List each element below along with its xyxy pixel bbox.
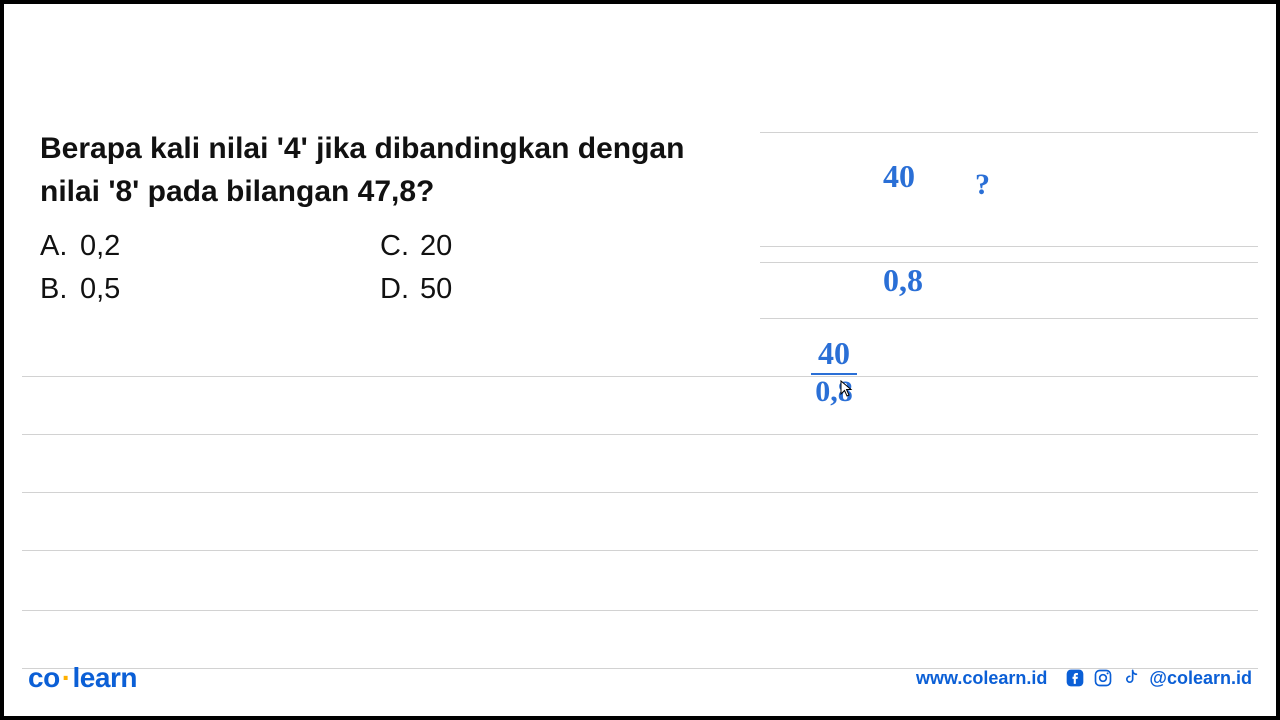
fraction-numerator: 40	[811, 336, 857, 371]
colearn-logo: co·learn	[28, 662, 137, 694]
option-a-value: 0,2	[80, 225, 120, 268]
handwriting-40-top: 40	[883, 158, 915, 195]
option-c-letter: C.	[380, 225, 420, 268]
instagram-icon	[1093, 668, 1113, 688]
option-b-letter: B.	[40, 268, 80, 311]
option-c-value: 20	[420, 225, 452, 268]
mouse-cursor-icon	[840, 380, 854, 398]
logo-part1: co	[28, 662, 60, 693]
social-icons: @colearn.id	[1065, 668, 1252, 689]
option-d-value: 50	[420, 268, 452, 311]
option-b-value: 0,5	[80, 268, 120, 311]
video-frame: Berapa kali nilai '4' jika dibandingkan …	[2, 2, 1278, 718]
facebook-icon	[1065, 668, 1085, 688]
question-text: Berapa kali nilai '4' jika dibandingkan …	[40, 128, 740, 213]
option-a: A. 0,2	[40, 225, 380, 268]
option-a-letter: A.	[40, 225, 80, 268]
footer: co·learn www.colearn.id @colearn.id	[28, 660, 1252, 696]
handwriting-question-mark: ?	[975, 168, 990, 202]
social-handle: @colearn.id	[1149, 668, 1252, 689]
handwriting-08: 0,8	[883, 262, 923, 299]
option-d-letter: D.	[380, 268, 420, 311]
footer-right: www.colearn.id @colearn.id	[916, 668, 1252, 689]
answer-options: A. 0,2 C. 20 B. 0,5 D. 50	[40, 225, 740, 311]
option-b: B. 0,5	[40, 268, 380, 311]
logo-dot: ·	[60, 662, 73, 693]
option-c: C. 20	[380, 225, 452, 268]
option-d: D. 50	[380, 268, 452, 311]
logo-part2: learn	[73, 662, 137, 693]
tiktok-icon	[1121, 668, 1141, 688]
footer-url: www.colearn.id	[916, 668, 1047, 689]
content-area: Berapa kali nilai '4' jika dibandingkan …	[40, 40, 1240, 656]
